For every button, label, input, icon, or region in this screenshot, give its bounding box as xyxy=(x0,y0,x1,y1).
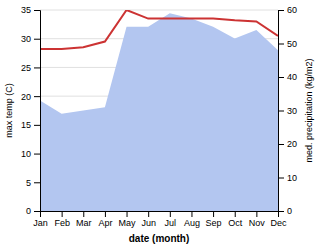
tick-label: Oct xyxy=(228,218,243,228)
tick: 5 xyxy=(26,178,40,188)
tick-label: 0 xyxy=(287,206,292,216)
y-axis-title: max temp (C) xyxy=(4,83,14,138)
tick-mark xyxy=(235,211,236,217)
area xyxy=(40,13,278,211)
tick: Aug xyxy=(184,211,200,228)
tick: Sep xyxy=(206,211,222,228)
tick: 0 xyxy=(278,206,292,216)
tick: Oct xyxy=(228,211,243,228)
tick-label: Jan xyxy=(33,218,48,228)
tick-label: Nov xyxy=(249,218,266,228)
tick: 10 xyxy=(278,173,297,183)
tick-mark xyxy=(105,211,106,217)
y2-axis-title: med. precipitation (kg/m2) xyxy=(304,58,314,162)
tick: Mar xyxy=(76,211,92,228)
tick-mark xyxy=(170,211,171,217)
tick-mark xyxy=(34,67,40,68)
tick-mark xyxy=(34,125,40,126)
axis-line xyxy=(279,11,285,212)
chart: JanFebMarAprMayJunJulAugSepOctNovDec0510… xyxy=(0,0,318,247)
tick: 0 xyxy=(26,206,40,216)
tick: Dec xyxy=(270,211,287,228)
tick: Jul xyxy=(165,211,177,228)
tick: 60 xyxy=(278,5,297,15)
tick: 35 xyxy=(21,5,40,15)
tick-mark xyxy=(83,211,84,217)
tick-label: 20 xyxy=(21,92,31,102)
axis-line xyxy=(41,212,279,218)
x-axis: Jan Feb Mar Apr May Jun Jul Aug Sep Oct Nov Dec xyxy=(33,211,287,228)
tick: Feb xyxy=(54,211,70,228)
line xyxy=(40,10,278,49)
tick-label: 20 xyxy=(287,139,297,149)
tick-mark xyxy=(148,211,149,217)
tick-label: 25 xyxy=(21,63,31,73)
tick-label: Jun xyxy=(141,218,156,228)
tick: Nov xyxy=(249,211,266,228)
tick-label: 15 xyxy=(21,120,31,130)
tick-mark xyxy=(191,211,192,217)
tick: 30 xyxy=(278,106,297,116)
x-axis-title: date (month) xyxy=(129,233,190,244)
tick-mark xyxy=(278,211,284,212)
tick: 30 xyxy=(21,34,40,44)
tick-label: 10 xyxy=(287,173,297,183)
tick-mark xyxy=(256,211,257,217)
tick-label: 30 xyxy=(21,34,31,44)
tick-mark xyxy=(127,211,128,217)
marks xyxy=(40,10,278,211)
tick: 40 xyxy=(278,72,297,82)
tick-label: 30 xyxy=(287,106,297,116)
tick-label: 60 xyxy=(287,5,297,15)
tick-mark xyxy=(34,39,40,40)
tick-label: 10 xyxy=(21,149,31,159)
tick: Apr xyxy=(98,211,112,228)
tick-mark xyxy=(278,77,284,78)
tick: 15 xyxy=(21,120,40,130)
grid-line xyxy=(40,10,278,11)
tick-mark xyxy=(34,96,40,97)
tick-mark xyxy=(34,154,40,155)
tick-label: 5 xyxy=(26,178,31,188)
tick-mark xyxy=(62,211,63,217)
tick-mark xyxy=(34,10,40,11)
tick-label: Sep xyxy=(206,218,222,228)
grid xyxy=(40,10,278,211)
tick-label: 0 xyxy=(26,206,31,216)
y2-axis: 0 10 20 30 40 50 60 xyxy=(278,5,297,216)
tick: May xyxy=(119,211,137,228)
tick-label: 50 xyxy=(287,39,297,49)
tick: 20 xyxy=(278,139,297,149)
tick-mark xyxy=(278,111,284,112)
tick-label: May xyxy=(119,218,137,228)
tick: 25 xyxy=(21,63,40,73)
tick-label: 35 xyxy=(21,5,31,15)
y-axis: 0 5 10 15 20 25 30 35 xyxy=(21,5,41,216)
tick-mark xyxy=(278,10,284,11)
tick: 10 xyxy=(21,149,40,159)
tick-mark xyxy=(34,182,40,183)
tick: Jan xyxy=(33,211,48,228)
tick-label: Apr xyxy=(98,218,112,228)
tick-label: 40 xyxy=(287,72,297,82)
plot: JanFebMarAprMayJunJulAugSepOctNovDec0510… xyxy=(4,5,314,244)
tick: Jun xyxy=(141,211,156,228)
tick-label: Dec xyxy=(270,218,287,228)
tick: 20 xyxy=(21,92,40,102)
axis-line xyxy=(34,11,41,212)
tick-label: Mar xyxy=(76,218,92,228)
tick-mark xyxy=(213,211,214,217)
tick-mark xyxy=(34,211,40,212)
tick-label: Aug xyxy=(184,218,200,228)
tick-label: Feb xyxy=(54,218,70,228)
tick: 50 xyxy=(278,39,297,49)
tick-mark xyxy=(278,178,284,179)
tick-mark xyxy=(278,144,284,145)
tick-mark xyxy=(278,44,284,45)
tick-label: Jul xyxy=(165,218,177,228)
